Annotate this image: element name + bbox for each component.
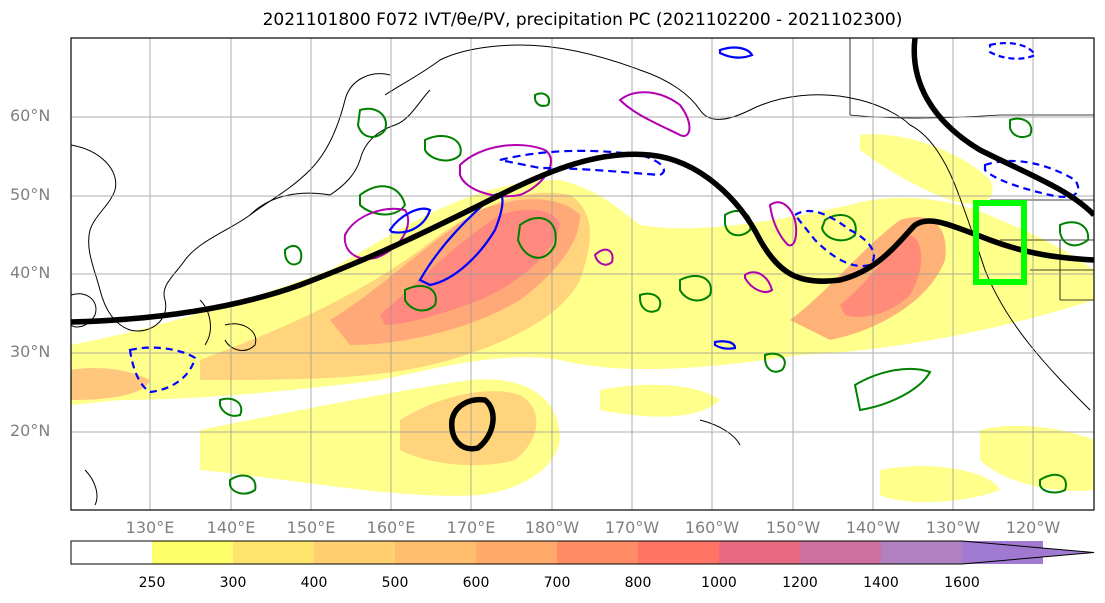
lon-label-130w: 130°W [925, 518, 981, 537]
colorbar-segment [638, 541, 719, 564]
colorbar-tick-1000: 1000 [701, 575, 737, 591]
lon-label-160e: 160°E [366, 518, 416, 537]
lat-label-20: 20°N [10, 421, 51, 440]
colorbar-tick-800: 800 [624, 575, 652, 591]
lon-label-120w: 120°W [1005, 518, 1061, 537]
colorbar-segment [152, 541, 233, 564]
lon-label-150e: 150°E [286, 518, 336, 537]
colorbar-tick-500: 500 [381, 575, 409, 591]
colorbar-segment [557, 541, 638, 564]
colorbar-segment [881, 541, 962, 564]
colorbar-tick-1200: 1200 [782, 575, 818, 591]
target-region-box [973, 200, 1027, 285]
lon-label-140w: 140°W [845, 518, 901, 537]
colorbar-outline [70, 540, 1095, 565]
colorbar-tick-300: 300 [219, 575, 247, 591]
ivt-shading [71, 134, 1094, 502]
lat-label-40: 40°N [10, 263, 51, 282]
colorbar-segment [719, 541, 800, 564]
lon-label-130e: 130°E [125, 518, 175, 537]
pv-blue-contours [128, 41, 1080, 394]
colorbar-segment [476, 541, 557, 564]
colorbar-segment [314, 541, 395, 564]
lon-label-170e: 170°E [446, 518, 496, 537]
coastlines [71, 44, 1091, 506]
chart-title: 2021101800 F072 IVT/θe/PV, precipitation… [262, 10, 903, 30]
colorbar-segment [233, 541, 314, 564]
colorbar-tick-1600: 1600 [944, 575, 980, 591]
lat-label-30: 30°N [10, 342, 51, 361]
colorbar-segment [71, 541, 152, 564]
lon-label-150w: 150°W [765, 518, 821, 537]
colorbar-tick-250: 250 [138, 575, 166, 591]
colorbar-extension [962, 541, 1094, 564]
lon-label-160w: 160°W [684, 518, 740, 537]
lon-label-140e: 140°E [206, 518, 256, 537]
colorbar-tick-700: 700 [543, 575, 571, 591]
colorbar [70, 540, 1095, 565]
colorbar-segment [800, 541, 881, 564]
map-frame [70, 37, 1095, 511]
lat-label-50: 50°N [10, 185, 51, 204]
graticule [71, 38, 1094, 510]
colorbar-tick-1400: 1400 [863, 575, 899, 591]
colorbar-segment [395, 541, 476, 564]
colorbar-tick-600: 600 [462, 575, 490, 591]
colorbar-tick-400: 400 [300, 575, 328, 591]
precip-contours [219, 92, 1090, 495]
theta-e-contours [71, 38, 1094, 452]
lon-label-180w: 180°W [524, 518, 580, 537]
lon-label-170w: 170°W [604, 518, 660, 537]
lat-label-60: 60°N [10, 106, 51, 125]
